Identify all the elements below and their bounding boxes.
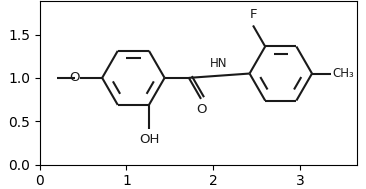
- Text: F: F: [249, 8, 257, 21]
- Text: HN: HN: [210, 57, 227, 70]
- Text: O: O: [69, 71, 80, 84]
- Text: OH: OH: [139, 133, 159, 146]
- Text: CH₃: CH₃: [333, 67, 355, 80]
- Text: O: O: [196, 103, 206, 116]
